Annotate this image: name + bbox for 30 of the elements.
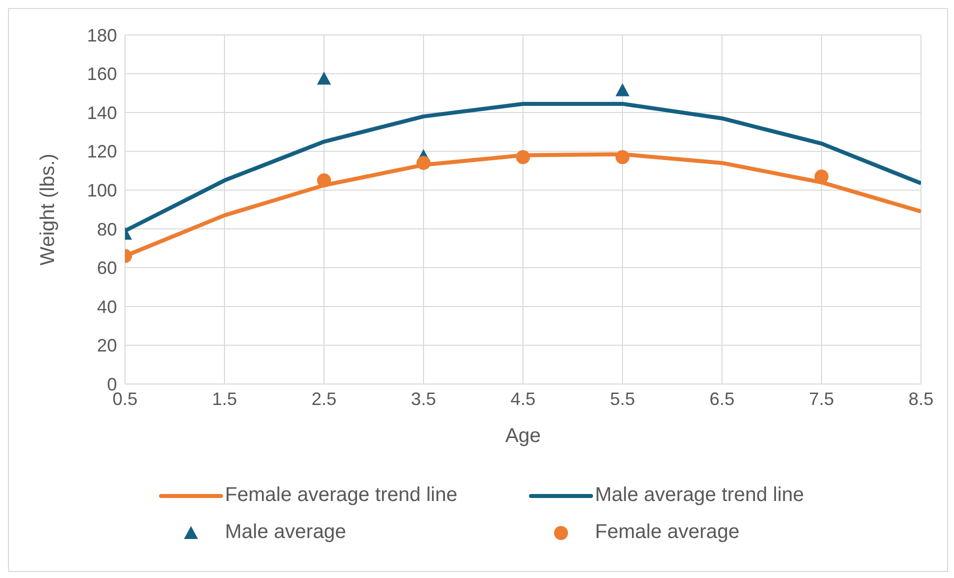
point: [317, 173, 331, 188]
y-tick-label: 120: [86, 142, 117, 162]
legend-label: Male average trend line: [595, 484, 804, 507]
y-tick-label: 60: [96, 258, 117, 278]
y-tick-label: 20: [96, 336, 117, 356]
legend-label: Male average: [225, 521, 346, 544]
x-tick-label: 6.5: [709, 388, 735, 409]
y-tick-label: 40: [96, 296, 117, 317]
legend-label: Female average: [595, 521, 740, 544]
point: [516, 150, 530, 164]
x-tick-label: 2.5: [311, 388, 337, 409]
y-axis-title: Weight (lbs.): [37, 154, 60, 266]
point: [616, 150, 630, 164]
x-tick-label: 3.5: [410, 388, 436, 409]
y-tick-label: 180: [86, 25, 117, 46]
legend-label: Female average trend line: [225, 484, 458, 507]
x-tick-label: 8.5: [908, 388, 934, 409]
point: [616, 83, 630, 96]
y-tick-label: 80: [96, 219, 117, 240]
point: [814, 170, 828, 184]
x-axis-title: Age: [505, 425, 541, 447]
point: [317, 72, 331, 85]
x-tick-label: 1.5: [212, 388, 238, 409]
x-tick-label: 5.5: [610, 388, 636, 409]
y-tick-label: 140: [86, 102, 117, 123]
y-tick-label: 100: [86, 180, 117, 200]
point: [416, 156, 430, 170]
x-tick-label: 7.5: [808, 388, 834, 409]
y-tick-label: 160: [86, 64, 117, 84]
x-tick-label: 4.5: [510, 388, 536, 409]
